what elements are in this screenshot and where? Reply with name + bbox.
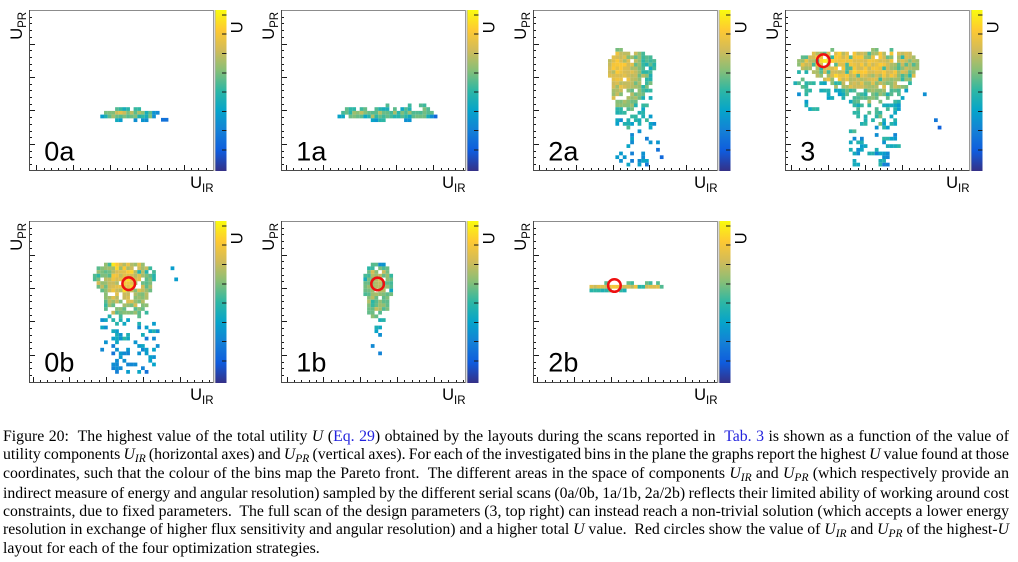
svg-text:UPR: UPR <box>260 223 281 251</box>
svg-text:1b: 1b <box>296 348 326 378</box>
svg-text:UIR: UIR <box>442 174 465 195</box>
svg-text:U: U <box>732 21 750 33</box>
svg-text:UIR: UIR <box>946 174 969 195</box>
svg-text:0a: 0a <box>44 137 75 167</box>
svg-text:U: U <box>984 21 1002 33</box>
svg-text:UIR: UIR <box>694 386 717 407</box>
svg-text:UPR: UPR <box>260 12 281 40</box>
svg-text:2a: 2a <box>548 137 579 167</box>
svg-text:U: U <box>228 232 246 244</box>
svg-text:UPR: UPR <box>8 12 29 40</box>
svg-text:UPR: UPR <box>8 223 29 251</box>
svg-text:0b: 0b <box>44 348 74 378</box>
svg-text:U: U <box>732 232 750 244</box>
svg-text:2b: 2b <box>548 348 578 378</box>
svg-text:UIR: UIR <box>694 174 717 195</box>
svg-text:U: U <box>480 21 498 33</box>
svg-text:UIR: UIR <box>442 386 465 407</box>
svg-text:UIR: UIR <box>190 174 213 195</box>
svg-text:UPR: UPR <box>512 223 533 251</box>
svg-text:U: U <box>480 232 498 244</box>
svg-text:UPR: UPR <box>512 12 533 40</box>
svg-text:U: U <box>228 21 246 33</box>
svg-text:3: 3 <box>800 137 815 167</box>
svg-text:UPR: UPR <box>764 12 785 40</box>
svg-text:UIR: UIR <box>190 386 213 407</box>
svg-text:1a: 1a <box>296 137 327 167</box>
